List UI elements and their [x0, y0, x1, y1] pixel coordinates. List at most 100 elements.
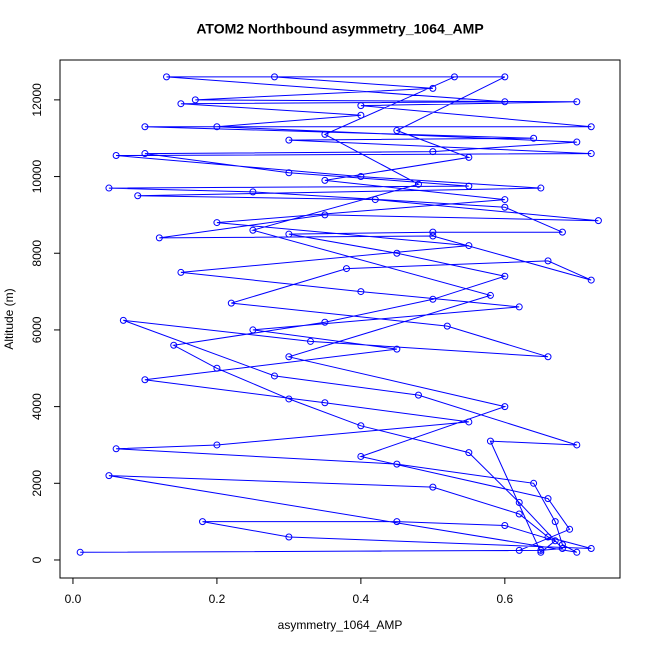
data-point: [558, 541, 566, 549]
data-point: [465, 153, 473, 161]
data-point: [573, 98, 581, 106]
data-point: [414, 391, 422, 399]
data-point: [321, 318, 329, 326]
data-point: [465, 418, 473, 426]
data-point: [429, 228, 437, 236]
data-point: [321, 399, 329, 407]
data-point: [501, 98, 509, 106]
data-point: [486, 437, 494, 445]
data-point: [199, 518, 207, 526]
data-point: [191, 96, 199, 104]
data-point: [285, 169, 293, 177]
data-point: [249, 226, 257, 234]
data-point: [213, 219, 221, 227]
data-point: [486, 291, 494, 299]
data-point: [285, 353, 293, 361]
y-axis-label: Altitude (m): [2, 288, 16, 349]
data-point: [515, 303, 523, 311]
data-point: [587, 276, 595, 284]
data-point: [213, 441, 221, 449]
data-point: [105, 472, 113, 480]
data-point: [357, 102, 365, 110]
data-point: [357, 422, 365, 430]
data-point: [429, 148, 437, 156]
data-point: [213, 123, 221, 131]
data-point: [551, 518, 559, 526]
data-point: [177, 268, 185, 276]
data-point: [537, 546, 545, 554]
data-point: [177, 100, 185, 108]
data-point: [371, 196, 379, 204]
data-point: [141, 150, 149, 158]
data-point: [429, 232, 437, 240]
data-point: [515, 546, 523, 554]
data-point: [594, 217, 602, 225]
data-point: [558, 544, 566, 552]
data-point: [587, 123, 595, 131]
data-point: [501, 73, 509, 81]
data-point: [285, 230, 293, 238]
data-point: [112, 151, 120, 159]
x-tick-label: 0.6: [496, 592, 513, 606]
data-point: [393, 249, 401, 257]
data-point: [573, 441, 581, 449]
data-point: [105, 184, 113, 192]
data-point: [306, 337, 314, 345]
data-point: [134, 192, 142, 200]
data-point: [249, 326, 257, 334]
data-point: [393, 460, 401, 468]
data-point: [501, 521, 509, 529]
data-point: [357, 452, 365, 460]
data-point: [530, 479, 538, 487]
data-point: [537, 548, 545, 556]
y-tick-label: 0: [30, 556, 44, 563]
data-point: [544, 533, 552, 541]
data-point: [76, 548, 84, 556]
data-point: [155, 234, 163, 242]
chart-title: ATOM2 Northbound asymmetry_1064_AMP: [196, 21, 483, 37]
data-line: [80, 76, 599, 554]
data-point: [465, 449, 473, 457]
data-point: [566, 525, 574, 533]
data-point: [285, 136, 293, 144]
data-point: [501, 196, 509, 204]
data-point: [119, 316, 127, 324]
data-point: [443, 322, 451, 330]
y-tick-label: 12000: [30, 83, 44, 117]
data-point: [227, 299, 235, 307]
data-point: [285, 395, 293, 403]
data-point: [544, 257, 552, 265]
data-point: [551, 537, 559, 545]
data-point: [501, 403, 509, 411]
data-point: [429, 84, 437, 92]
data-point: [414, 180, 422, 188]
data-point: [357, 111, 365, 119]
data-point: [141, 376, 149, 384]
data-point: [285, 533, 293, 541]
data-point: [515, 510, 523, 518]
data-point: [544, 495, 552, 503]
data-point: [112, 445, 120, 453]
data-point: [429, 295, 437, 303]
data-point: [501, 272, 509, 280]
data-point: [587, 544, 595, 552]
y-tick-label: 8000: [30, 240, 44, 267]
data-point: [141, 123, 149, 131]
data-point: [544, 353, 552, 361]
data-point: [270, 372, 278, 380]
data-point: [342, 265, 350, 273]
data-point: [573, 138, 581, 146]
data-point: [515, 498, 523, 506]
data-point: [270, 73, 278, 81]
data-point: [530, 134, 538, 142]
data-point: [537, 184, 545, 192]
data-point: [393, 345, 401, 353]
data-point: [450, 73, 458, 81]
y-tick-label: 6000: [30, 316, 44, 343]
data-point: [321, 211, 329, 219]
data-point: [501, 203, 509, 211]
plot-frame: [59, 59, 621, 579]
x-tick-label: 0.4: [353, 592, 370, 606]
y-tick-label: 4000: [30, 393, 44, 420]
